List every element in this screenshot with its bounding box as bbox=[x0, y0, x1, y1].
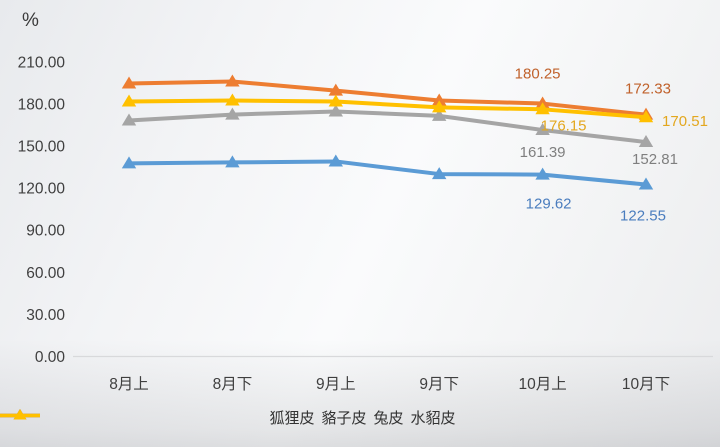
series-line-3 bbox=[128, 98, 647, 120]
legend-item-3: 水貂皮 bbox=[0, 407, 456, 428]
series-marker-0 bbox=[432, 167, 447, 180]
series-line-1 bbox=[128, 79, 647, 117]
x-axis-label: 9月下 bbox=[419, 376, 459, 393]
y-axis-tick-label: 30.00 bbox=[26, 307, 65, 324]
y-axis-tick-label: 0.00 bbox=[35, 349, 66, 366]
legend-item-1: 貉子皮 bbox=[0, 407, 367, 428]
series-marker-2 bbox=[328, 104, 343, 117]
x-axis-label: 8月下 bbox=[213, 376, 253, 393]
series-marker-2 bbox=[225, 107, 240, 120]
data-label: 180.25 bbox=[515, 66, 561, 83]
x-axis-label: 9月上 bbox=[316, 375, 356, 393]
series-marker-3 bbox=[638, 110, 654, 123]
legend-label: 狐狸皮 bbox=[269, 410, 315, 427]
series-line-0 bbox=[128, 159, 647, 187]
legend-label: 水貂皮 bbox=[410, 410, 456, 427]
series-marker-2 bbox=[121, 113, 137, 126]
data-label: 129.62 bbox=[526, 196, 572, 213]
series-marker-1 bbox=[225, 74, 240, 87]
legend-marker-icon bbox=[0, 409, 40, 420]
x-axis-label: 10月下 bbox=[622, 376, 670, 393]
x-axis-label: 10月上 bbox=[518, 375, 566, 393]
series-marker-0 bbox=[225, 155, 240, 168]
series-marker-1 bbox=[328, 83, 343, 96]
x-axis-label: 8月上 bbox=[109, 375, 149, 393]
series-marker-0 bbox=[535, 167, 550, 180]
series-marker-2 bbox=[638, 135, 654, 148]
y-axis-tick-label: 90.00 bbox=[26, 223, 65, 240]
series-marker-0 bbox=[121, 156, 137, 169]
series-marker-3 bbox=[121, 94, 137, 107]
data-label: 172.33 bbox=[625, 81, 671, 98]
data-label: 176.15 bbox=[541, 117, 587, 134]
series-marker-0 bbox=[328, 154, 343, 167]
data-label: 122.55 bbox=[620, 208, 666, 225]
legend-item-2: 兔皮 bbox=[0, 407, 404, 428]
data-label: 170.51 bbox=[662, 113, 708, 130]
y-axis-tick-label: 60.00 bbox=[26, 265, 65, 282]
y-axis-tick-label: 210.00 bbox=[18, 54, 66, 71]
chart-legend: 狐狸皮 貉子皮 兔皮 水貂皮 bbox=[0, 407, 720, 428]
series-marker-1 bbox=[432, 93, 447, 106]
series-marker-3 bbox=[535, 102, 550, 115]
y-axis-tick-label: 150.00 bbox=[18, 139, 66, 156]
series-marker-2 bbox=[535, 123, 550, 136]
series-marker-0 bbox=[638, 177, 654, 190]
y-axis-tick-label: 180.00 bbox=[18, 96, 66, 113]
series-line-2 bbox=[128, 109, 647, 145]
series-marker-3 bbox=[432, 100, 447, 113]
series-marker-3 bbox=[225, 93, 240, 106]
y-axis-unit-label: % bbox=[22, 10, 39, 31]
legend-label: 貉子皮 bbox=[321, 410, 367, 427]
series-marker-2 bbox=[432, 108, 447, 121]
y-axis-tick-label: 120.00 bbox=[18, 181, 66, 198]
series-marker-1 bbox=[121, 76, 137, 89]
data-label: 161.39 bbox=[520, 144, 566, 161]
data-label: 152.81 bbox=[632, 151, 678, 168]
legend-label: 兔皮 bbox=[373, 410, 404, 427]
legend-item-0: 狐狸皮 bbox=[0, 407, 315, 428]
series-marker-3 bbox=[328, 94, 343, 107]
